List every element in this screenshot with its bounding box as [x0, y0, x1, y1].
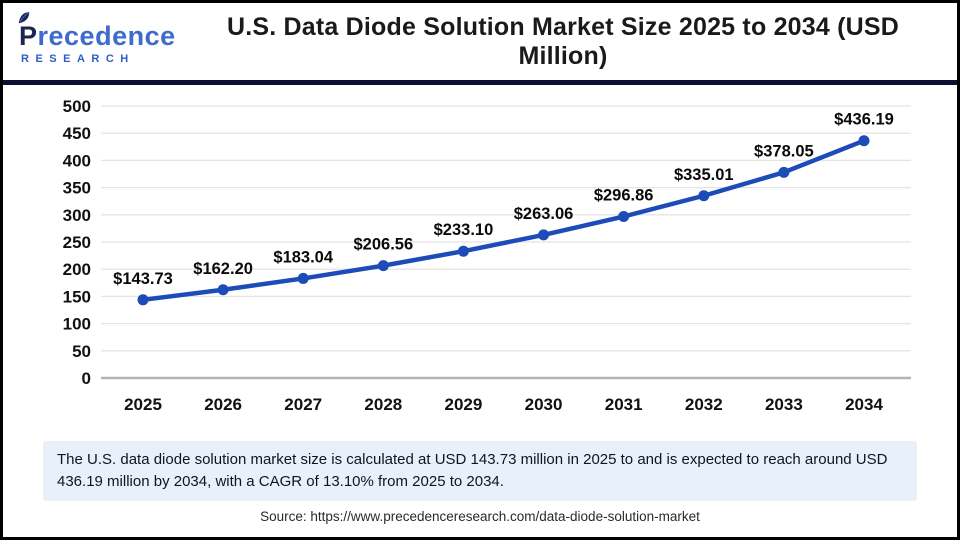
header: Precedence RESEARCH U.S. Data Diode Solu…	[3, 3, 957, 80]
series-line	[140, 138, 867, 303]
chart-area: 0 50 100 150 200 250 300 350 400 450 500 2025 2026 20…	[3, 85, 957, 439]
data-label: $183.04	[273, 248, 333, 266]
data-point	[778, 166, 790, 178]
data-label: $143.73	[113, 270, 173, 288]
x-tick-label: 2027	[284, 395, 322, 414]
brand-name: Precedence	[19, 20, 176, 51]
x-tick-label: 2026	[204, 395, 242, 414]
data-label: $233.10	[434, 221, 494, 239]
brand-subtitle: RESEARCH	[21, 52, 135, 65]
page-title: U.S. Data Diode Solution Market Size 202…	[226, 12, 900, 70]
data-label: $296.86	[594, 187, 654, 205]
x-tick-label: 2033	[765, 395, 803, 414]
data-point	[618, 211, 630, 223]
data-point	[377, 260, 389, 272]
y-tick-label: 100	[63, 315, 91, 334]
data-point	[217, 284, 229, 296]
x-tick-label: 2028	[364, 395, 402, 414]
y-tick-label: 200	[63, 260, 91, 279]
y-tick-label: 500	[63, 97, 91, 116]
market-line-chart: 0 50 100 150 200 250 300 350 400 450 500 2025 2026 20…	[63, 97, 911, 414]
x-tick-label: 2030	[525, 395, 563, 414]
leaf-icon	[17, 11, 31, 30]
data-label: $335.01	[674, 166, 734, 184]
x-tick-label: 2029	[445, 395, 483, 414]
y-tick-label: 300	[63, 206, 91, 225]
data-point	[457, 245, 469, 257]
footnote-text: The U.S. data diode solution market size…	[57, 451, 888, 490]
data-point	[137, 294, 149, 306]
data-label: $162.20	[193, 260, 253, 278]
footnote-box: The U.S. data diode solution market size…	[43, 441, 917, 501]
y-tick-label: 450	[63, 124, 91, 143]
y-tick-label: 50	[72, 342, 91, 361]
x-tick-label: 2032	[685, 395, 723, 414]
y-tick-label: 400	[63, 151, 91, 170]
header-divider	[3, 80, 957, 85]
data-point	[538, 229, 550, 241]
data-point	[297, 272, 309, 284]
x-tick-label: 2034	[845, 395, 883, 414]
data-label: $263.06	[514, 205, 574, 223]
y-tick-label: 0	[82, 369, 91, 388]
data-point	[698, 190, 710, 202]
data-label: $436.19	[834, 111, 894, 129]
x-tick-label: 2031	[605, 395, 643, 414]
data-label: $378.05	[754, 142, 814, 160]
x-tick-label: 2025	[124, 395, 162, 414]
y-tick-label: 350	[63, 179, 91, 198]
y-tick-label: 250	[63, 233, 91, 252]
data-label: $206.56	[354, 236, 414, 254]
y-tick-label: 150	[63, 287, 91, 306]
source-text: Source: https://www.precedenceresearch.c…	[260, 508, 700, 524]
data-point	[858, 135, 870, 147]
brand-logo: Precedence RESEARCH	[18, 11, 189, 65]
